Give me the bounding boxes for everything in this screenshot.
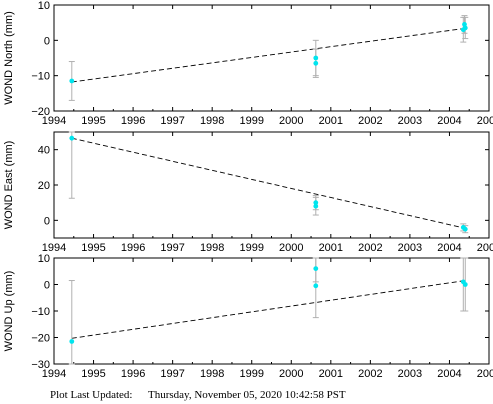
y-tick-label-up: 0 xyxy=(44,280,50,292)
y-axis-label-up: WOND Up (mm) xyxy=(3,271,15,352)
x-tick-label-east: 2004 xyxy=(437,242,461,254)
y-tick-label-up: −10 xyxy=(31,306,50,318)
x-tick-label-up: 2005 xyxy=(477,368,493,380)
x-tick-label-up: 2001 xyxy=(319,368,343,380)
y-tick-label-east: 0 xyxy=(44,215,50,227)
x-tick-label-east: 1995 xyxy=(81,242,105,254)
panel-north: 1994 1995 1996 1997 1998 1999 2000 2001 2002 2003… xyxy=(3,0,493,127)
x-tick-label-up: 2000 xyxy=(279,368,303,380)
data-point-up xyxy=(313,266,319,271)
data-point-up xyxy=(462,282,468,287)
y-tick-label-up: −30 xyxy=(31,359,50,371)
plot-frame-north xyxy=(53,4,490,112)
y-tick-label-north: 10 xyxy=(38,0,50,12)
data-point-north xyxy=(69,78,75,84)
y-axis-label-north: WOND North (mm) xyxy=(3,11,15,105)
x-tick-label-east: 1994 xyxy=(42,242,66,254)
x-tick-label-up: 2004 xyxy=(437,368,461,380)
panel-up: 1994 1995 1996 1997 1998 1999 2000 2001 2002 2003… xyxy=(3,253,493,380)
y-tick-label-north: −10 xyxy=(31,71,50,83)
x-tick-label-north: 2004 xyxy=(437,115,461,127)
footer: Plot Last Updated: Thursday, November 05… xyxy=(0,388,493,404)
x-tick-label-north: 1999 xyxy=(239,115,263,127)
x-tick-label-north: 1998 xyxy=(200,115,224,127)
x-tick-label-east: 1998 xyxy=(200,242,224,254)
x-tick-label-up: 1996 xyxy=(121,368,145,380)
x-tick-label-up: 1995 xyxy=(81,368,105,380)
last-updated-label: Plot Last Updated: xyxy=(50,389,133,401)
last-updated-value: Thursday, November 05, 2020 10:42:58 PST xyxy=(148,389,346,401)
plot-frame-up xyxy=(53,257,490,365)
trend-line-east xyxy=(71,137,466,229)
data-point-east xyxy=(313,203,319,209)
x-tick-label-east: 2003 xyxy=(398,242,422,254)
x-tick-label-east: 2005 xyxy=(477,242,493,254)
data-point-north xyxy=(462,25,468,31)
data-point-up xyxy=(69,339,75,344)
x-tick-label-north: 1996 xyxy=(121,115,145,127)
y-axis-label-east: WOND East (mm) xyxy=(3,141,15,230)
y-tick-label-up: 10 xyxy=(38,253,50,265)
x-tick-label-north: 2000 xyxy=(279,115,303,127)
x-tick-label-up: 2002 xyxy=(358,368,382,380)
x-tick-label-north: 2005 xyxy=(477,115,493,127)
x-tick-label-up: 1999 xyxy=(239,368,263,380)
x-tick-label-up: 2003 xyxy=(398,368,422,380)
data-point-east xyxy=(313,200,319,206)
data-point-north xyxy=(313,55,319,61)
x-tick-label-up: 1998 xyxy=(200,368,224,380)
x-tick-label-east: 1997 xyxy=(160,242,184,254)
data-point-east xyxy=(69,135,75,141)
x-tick-label-north: 1997 xyxy=(160,115,184,127)
trend-line-north xyxy=(71,27,466,83)
y-tick-label-north: 0 xyxy=(44,35,50,47)
x-tick-label-east: 2000 xyxy=(279,242,303,254)
x-tick-label-east: 1999 xyxy=(239,242,263,254)
x-tick-label-north: 2003 xyxy=(398,115,422,127)
x-tick-label-east: 2001 xyxy=(319,242,343,254)
y-tick-label-up: −20 xyxy=(31,333,50,345)
x-tick-label-north: 1994 xyxy=(42,115,66,127)
data-point-north xyxy=(313,60,319,66)
y-tick-label-east: 20 xyxy=(38,180,50,192)
plot-frame-east xyxy=(53,131,490,239)
data-point-east xyxy=(462,226,468,232)
x-tick-label-north: 2002 xyxy=(358,115,382,127)
x-tick-label-east: 2002 xyxy=(358,242,382,254)
y-tick-label-north: −20 xyxy=(31,106,50,118)
x-tick-label-up: 1994 xyxy=(42,368,66,380)
x-tick-label-east: 1996 xyxy=(121,242,145,254)
x-tick-label-north: 2001 xyxy=(319,115,343,127)
panel-east: 1994 1995 1996 1997 1998 1999 2000 2001 2002 2003… xyxy=(3,131,493,254)
y-tick-label-east: 40 xyxy=(38,145,50,157)
data-point-up xyxy=(313,283,319,289)
x-tick-label-north: 1995 xyxy=(81,115,105,127)
trend-line-up xyxy=(71,280,466,339)
x-tick-label-up: 1997 xyxy=(160,368,184,380)
